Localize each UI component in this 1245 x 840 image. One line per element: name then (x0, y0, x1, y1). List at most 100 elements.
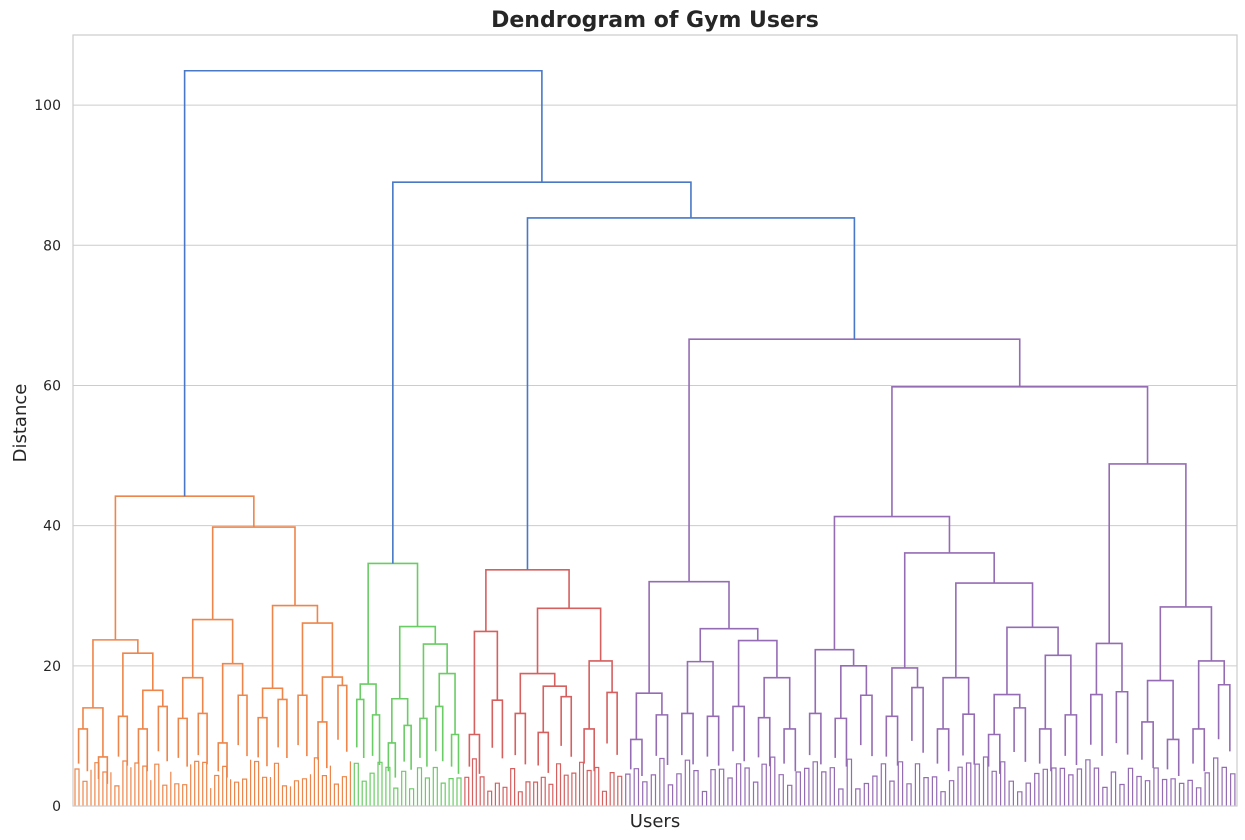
dendrogram-link (1095, 642, 1123, 695)
leaf-fringe (579, 761, 600, 806)
dendrogram-link (271, 604, 319, 689)
leaf-fringe (1136, 767, 1159, 806)
plot-frame (72, 34, 1238, 807)
leaf-fringe (214, 765, 232, 806)
leaf-fringe (154, 763, 172, 806)
leaf-fringe (273, 762, 292, 806)
y-tick-label: 20 (43, 659, 61, 675)
leaf-fringe (1034, 767, 1057, 806)
dendrogram-link (588, 660, 613, 729)
dendrogram-link (1108, 463, 1187, 644)
leaf-fringe (114, 760, 132, 806)
leaf-fringe (234, 759, 252, 806)
leaf-fringe (134, 762, 152, 806)
dendrogram-link (1090, 693, 1103, 756)
dendrogram-link (191, 618, 234, 678)
dendrogram-link (491, 699, 504, 759)
dendrogram-link (1064, 714, 1078, 765)
dendrogram-link (137, 728, 149, 772)
dendrogram-link (317, 721, 328, 769)
dendrogram-link (398, 625, 437, 699)
dendrogram-link (419, 717, 428, 767)
dendrogram-link (1141, 721, 1154, 769)
leaf-fringe (94, 762, 112, 806)
dendrogram-link (814, 648, 855, 714)
leaf-fringe (448, 777, 462, 806)
leaf-fringe (74, 768, 92, 806)
dendrogram-link (686, 660, 714, 717)
dendrogram-link (833, 515, 951, 650)
leaf-fringe (416, 767, 430, 806)
dendrogram-link (114, 495, 255, 640)
dendrogram-link (606, 691, 618, 755)
dendrogram-link (142, 689, 164, 729)
cluster-links (77, 69, 1231, 784)
dendrogram-link (537, 731, 550, 773)
dendrogram-link (519, 672, 556, 714)
dendrogram-link (699, 627, 759, 662)
dendrogram-link (514, 712, 527, 765)
dendrogram-link (542, 685, 568, 733)
dendrogram-link (706, 715, 720, 766)
dendrogram-link (987, 733, 1001, 774)
dendrogram-link (359, 683, 377, 715)
dendrogram-link (337, 684, 348, 752)
dendrogram-link-top (392, 181, 692, 564)
dendrogram-link (962, 713, 976, 765)
dendrogram-link (840, 665, 868, 719)
dendrogram-link (1192, 728, 1206, 772)
dendrogram-link-top (526, 217, 856, 570)
leaf-fringe (1161, 778, 1185, 806)
leaf-fringe (401, 770, 415, 806)
dendrogram-link (117, 715, 129, 766)
dendrogram-link (473, 630, 499, 735)
y-tick-label: 60 (43, 378, 61, 394)
dendrogram-link (655, 714, 669, 765)
dendrogram-link (371, 714, 381, 765)
dendrogram-link (859, 694, 873, 757)
dendrogram-link (181, 676, 204, 719)
dendrogram-link (1197, 660, 1226, 729)
dendrogram-link (757, 716, 771, 767)
dendrogram-link (1044, 654, 1072, 729)
leaf-fringe (778, 771, 801, 806)
leaf-fringe (752, 756, 776, 806)
dendrogram-link (1146, 679, 1174, 740)
leaf-fringe (650, 757, 674, 806)
leaf-fringe (727, 763, 750, 806)
leaf-fringe (855, 775, 878, 806)
dendrogram-link (237, 694, 248, 757)
leaf-fringe (353, 762, 367, 806)
dendrogram-link (583, 728, 595, 772)
leaf-fringe (194, 760, 212, 806)
leaf-fringe (982, 756, 1006, 806)
dendrogram-link (297, 694, 308, 757)
dendrogram-link (936, 728, 950, 772)
dendrogram-link (783, 728, 797, 772)
leaf-fringe (510, 768, 531, 806)
dendrogram-link (468, 733, 481, 774)
leaf-links (74, 756, 1236, 806)
dendrogram-link (434, 705, 444, 762)
dendrogram-link (942, 676, 970, 729)
dendrogram-link (77, 728, 89, 772)
leaf-fringe (313, 757, 331, 806)
dendrogram-link (438, 672, 456, 735)
leaf-fringe (432, 766, 446, 806)
dendrogram-link (560, 695, 573, 757)
dendrogram-link (82, 707, 104, 757)
dendrogram-link (1159, 606, 1213, 681)
dendrogram-link (177, 717, 188, 767)
leaf-fringe (464, 758, 485, 806)
leaf-fringe (957, 762, 980, 806)
dendrogram-link (732, 705, 746, 762)
dendrogram-link (301, 622, 334, 696)
dendrogram-link (891, 667, 919, 717)
leaf-fringe (1110, 767, 1134, 806)
leaf-fringe (601, 772, 623, 806)
dendrogram-link (277, 698, 288, 759)
dendrogram-link (221, 662, 244, 743)
dendrogram-link (257, 716, 268, 767)
leaf-fringe (1187, 772, 1210, 806)
